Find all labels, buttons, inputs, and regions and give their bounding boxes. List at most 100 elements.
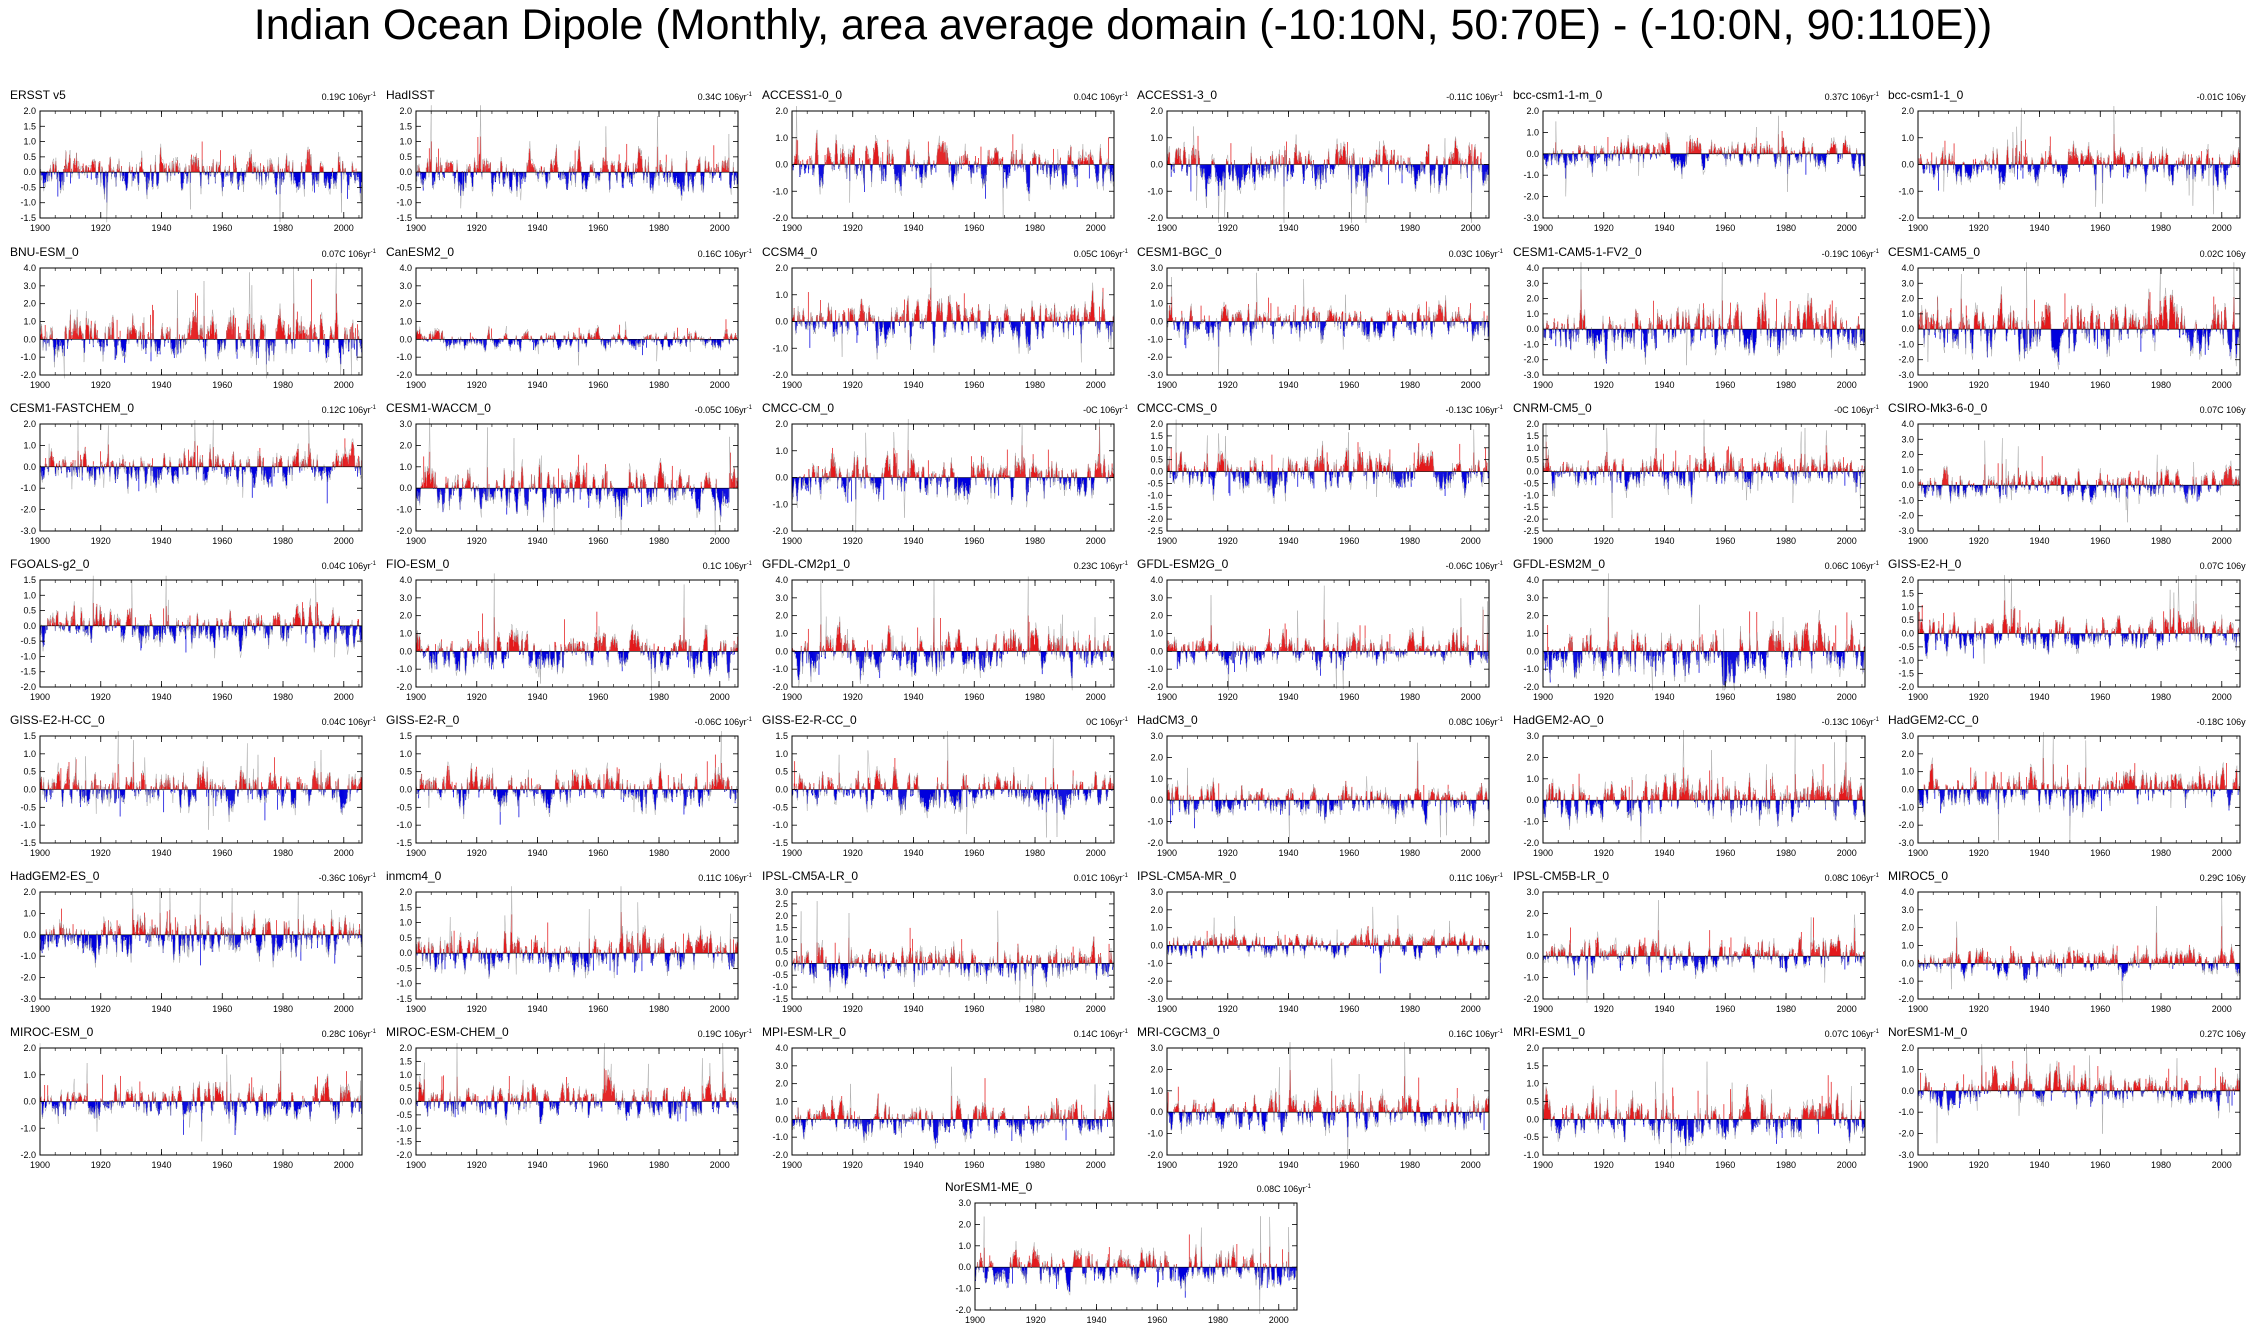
y-tick-label: -2.0 — [1898, 213, 1914, 223]
panel-title: bcc-csm1-1_0 — [1888, 88, 1963, 102]
y-tick-label: 2.0 — [1901, 106, 1914, 116]
y-tick-label: 1.0 — [1901, 133, 1914, 143]
y-tick-label: 1.0 — [399, 137, 412, 147]
y-tick-label: 1.0 — [775, 133, 788, 143]
trend-unit: 106yr — [1851, 92, 1874, 102]
x-tick-label: 1980 — [1776, 223, 1796, 233]
y-tick-label: 0.0 — [1526, 149, 1539, 159]
y-tick-label: 1.0 — [1526, 127, 1539, 137]
x-tick-label: 1960 — [1715, 223, 1735, 233]
panel-title: ACCESS1-3_0 — [1137, 88, 1217, 102]
plot-frame — [415, 110, 739, 219]
trend-exponent: -1 — [747, 92, 752, 98]
y-tick-label: 0.0 — [775, 160, 788, 170]
y-tick-label: 2.0 — [1526, 106, 1539, 116]
y-tick-label: 1.5 — [23, 121, 36, 131]
x-tick-label: 1920 — [467, 223, 487, 233]
chart-panel: HadISST 0.34C 106yr-1 1900 1920 1940 1960 1980… — [376, 88, 752, 246]
monthly-trace — [1542, 115, 1865, 197]
trend-value: 0.37C — [1825, 92, 1849, 102]
y-tick-label: 2.0 — [23, 106, 36, 116]
monthly-trace — [1917, 106, 2240, 215]
x-tick-label: 1920 — [1594, 223, 1614, 233]
x-tick-label: 1960 — [588, 223, 608, 233]
x-tick-label: 1960 — [2090, 223, 2110, 233]
x-tick-label: 2000 — [710, 223, 730, 233]
x-tick-label: 2000 — [334, 223, 354, 233]
y-tick-label: -2.0 — [1147, 213, 1163, 223]
y-tick-label: -2.0 — [1523, 192, 1539, 202]
x-tick-label: 2000 — [1461, 223, 1481, 233]
anomaly-bars — [1917, 133, 2240, 191]
y-tick-label: -3.0 — [1523, 213, 1539, 223]
chart-panel: BNU-ESM_0 0.07C 106yr-1 1900 1920 1940 1960 19… — [0, 245, 376, 403]
x-tick-label: 2000 — [1837, 223, 1857, 233]
x-tick-label: 1940 — [903, 223, 923, 233]
y-tick-label: 0.0 — [1150, 160, 1163, 170]
panel-title: ACCESS1-0_0 — [762, 88, 842, 102]
y-tick-label: -1.0 — [1523, 170, 1539, 180]
panel-trend: 0.07C 106yr-1 — [322, 245, 376, 261]
trend-value: 0.19C — [322, 92, 346, 102]
x-tick-label: 1920 — [1969, 223, 1989, 233]
y-tick-label: -2.0 — [772, 213, 788, 223]
x-tick-label: 1900 — [1533, 223, 1553, 233]
y-tick-label: -1.5 — [20, 213, 36, 223]
figure-title: Indian Ocean Dipole (Monthly, area avera… — [0, 0, 2246, 50]
chart-panel: bcc-csm1-1-m_0 0.37C 106yr-1 1900 1920 1940 1… — [1503, 88, 1879, 246]
x-tick-label: 1900 — [406, 223, 426, 233]
y-tick-label: 0.0 — [23, 167, 36, 177]
y-tick-label: -1.0 — [772, 186, 788, 196]
x-tick-label: 1920 — [843, 223, 863, 233]
panel-title: bcc-csm1-1-m_0 — [1513, 88, 1602, 102]
trend-exponent: -1 — [1498, 92, 1503, 98]
panel-plot: 1900 1920 1940 1960 1980 2000 -2.0 -1.0 0.0 1.0 2.… — [1898, 106, 2241, 233]
panel-plot: 1900 1920 1940 1960 1980 2000 -2.0 -1.0 0.0 1.0 2.… — [772, 106, 1115, 233]
x-tick-label: 1940 — [1278, 223, 1298, 233]
panel-title: HadISST — [386, 88, 435, 102]
y-tick-label: 0.5 — [23, 152, 36, 162]
x-tick-label: 1940 — [1654, 223, 1674, 233]
x-tick-label: 1940 — [151, 223, 171, 233]
y-tick-label: -1.0 — [20, 198, 36, 208]
chart-panel: bcc-csm1-1_0-0.01C 106yr-119001920194019… — [1878, 88, 2246, 246]
trend-unit: 106yr — [1100, 92, 1123, 102]
x-tick-label: 1900 — [782, 223, 802, 233]
trend-unit: 106yr — [724, 92, 747, 102]
panel-plot: 1900 1920 1940 1960 1980 2000 -1.5 -1.0 -0.5 0.0 0… — [20, 106, 363, 233]
panel-title: ERSST v5 — [10, 88, 66, 102]
x-tick-label: 1960 — [1339, 223, 1359, 233]
monthly-trace — [415, 105, 738, 209]
x-tick-label: 1940 — [2029, 223, 2049, 233]
panel-trend: 0.34C 106yr-1 — [698, 88, 752, 104]
trend-exponent: -1 — [1874, 92, 1879, 98]
anomaly-bars — [39, 141, 362, 203]
chart-panel: ACCESS1-0_0 0.04C 106yr-1 1900 1920 1940 1960… — [752, 88, 1128, 246]
y-tick-label: -1.0 — [1898, 186, 1914, 196]
trend-unit: 106yr — [1475, 92, 1498, 102]
x-tick-label: 2000 — [2212, 223, 2232, 233]
trend-value: 0.04C — [1074, 92, 1098, 102]
panel-trend: -0.11C 106yr-1 — [1446, 88, 1503, 104]
monthly-trace — [792, 106, 1114, 218]
y-tick-label: 0.0 — [399, 167, 412, 177]
y-tick-label: 0.0 — [1901, 160, 1914, 170]
x-tick-label: 1980 — [2151, 223, 2171, 233]
panel-plot: 1900 1920 1940 1960 1980 2000 -3.0 -2.0 -1.0 0.0 1… — [1523, 106, 1866, 233]
y-tick-label: 0.5 — [399, 152, 412, 162]
trend-value: -0.01C — [2197, 92, 2224, 102]
panel-plot: 1900 1920 1940 1960 1980 2000 -2.0 -1.0 0.0 1.0 2.… — [1147, 106, 1490, 233]
y-tick-label: 2.0 — [399, 106, 412, 116]
anomaly-bars — [415, 136, 738, 196]
trend-unit: 106yr — [348, 249, 371, 259]
x-tick-label: 1980 — [1025, 223, 1045, 233]
y-tick-label: -0.5 — [396, 182, 412, 192]
x-tick-label: 1900 — [30, 223, 50, 233]
panel-trend: 0.04C 106yr-1 — [1074, 88, 1128, 104]
trend-unit: 106yr — [348, 92, 371, 102]
trend-exponent: -1 — [371, 249, 376, 255]
y-tick-label: 1.0 — [1150, 133, 1163, 143]
panel-trend: -0.01C 106yr-1 — [2197, 88, 2246, 104]
panel-trend: 0.19C 106yr-1 — [322, 88, 376, 104]
